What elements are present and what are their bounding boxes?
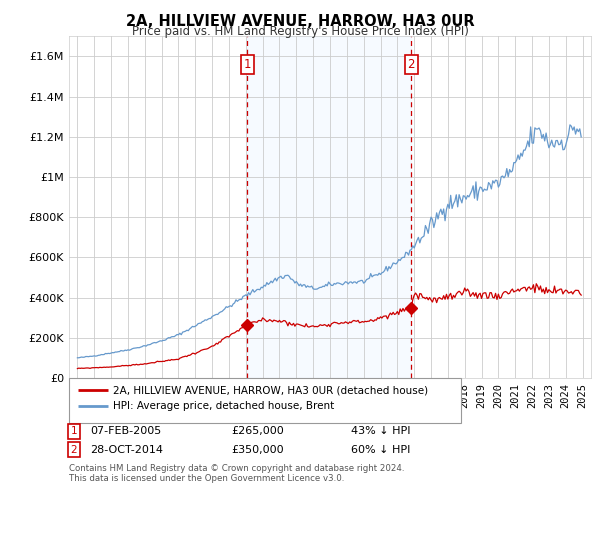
Text: 28-OCT-2014: 28-OCT-2014 bbox=[90, 445, 163, 455]
Text: 60% ↓ HPI: 60% ↓ HPI bbox=[351, 445, 410, 455]
Text: £265,000: £265,000 bbox=[231, 426, 284, 436]
Text: HPI: Average price, detached house, Brent: HPI: Average price, detached house, Bren… bbox=[113, 401, 334, 411]
Text: 2: 2 bbox=[407, 58, 415, 71]
Text: 1: 1 bbox=[244, 58, 251, 71]
Text: Price paid vs. HM Land Registry's House Price Index (HPI): Price paid vs. HM Land Registry's House … bbox=[131, 25, 469, 38]
Text: 07-FEB-2005: 07-FEB-2005 bbox=[90, 426, 161, 436]
Text: 2A, HILLVIEW AVENUE, HARROW, HA3 0UR (detached house): 2A, HILLVIEW AVENUE, HARROW, HA3 0UR (de… bbox=[113, 385, 428, 395]
Text: Contains HM Land Registry data © Crown copyright and database right 2024.
This d: Contains HM Land Registry data © Crown c… bbox=[69, 464, 404, 483]
Text: 2A, HILLVIEW AVENUE, HARROW, HA3 0UR: 2A, HILLVIEW AVENUE, HARROW, HA3 0UR bbox=[125, 14, 475, 29]
Text: £350,000: £350,000 bbox=[231, 445, 284, 455]
Text: 43% ↓ HPI: 43% ↓ HPI bbox=[351, 426, 410, 436]
Text: 1: 1 bbox=[70, 426, 77, 436]
Text: 2: 2 bbox=[70, 445, 77, 455]
Bar bbox=[247, 36, 412, 378]
